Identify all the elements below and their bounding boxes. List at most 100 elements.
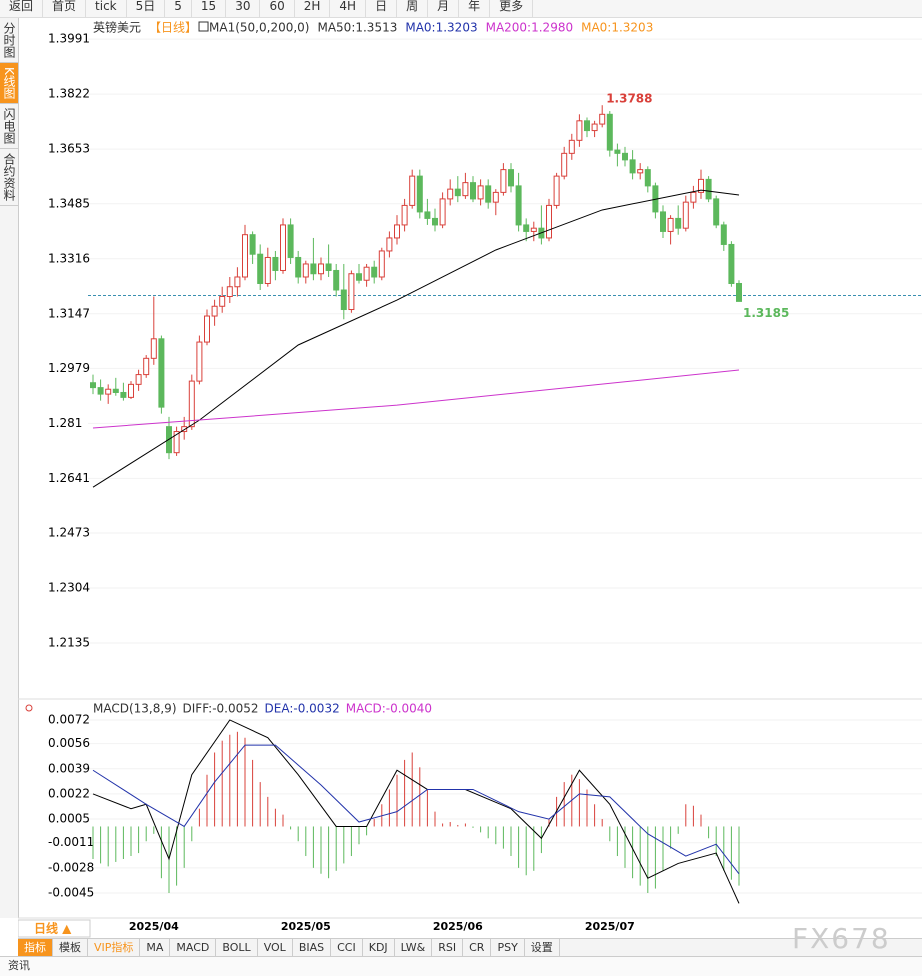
candle-body [667,217,674,232]
y-tick-label: 1.2979 [48,361,90,375]
indicator-tab[interactable]: 设置 [525,939,560,956]
toolbar-button[interactable]: 60 [260,0,295,17]
line-diff [92,719,740,904]
period-button-bg [18,919,91,938]
candle-body [295,256,302,278]
candle-body [363,266,370,281]
candle-body [698,178,704,193]
candle-body [439,198,446,226]
candle-body [158,338,165,408]
toolbar-button[interactable]: tick [86,0,127,17]
y-tick-label: 1.2304 [48,581,90,595]
indicator-tab[interactable]: 模板 [53,939,88,956]
candle-body [606,113,613,151]
side-tab[interactable]: 合约资料 [0,149,18,206]
watermark: FX678 [792,922,891,955]
candle-body [264,256,271,284]
candle-body [97,387,104,395]
candle-body [660,211,666,232]
toolbar-button[interactable]: 2H [295,0,331,17]
macd-tick-label: 0.0022 [48,786,90,800]
toolbar-button[interactable]: 30 [226,0,261,17]
toolbar-button[interactable]: 5日 [127,0,166,17]
toolbar-button[interactable]: 日 [366,0,398,17]
toolbar-button[interactable]: 4H [330,0,367,17]
candle-body [150,338,157,359]
indicator-tab[interactable]: BIAS [293,939,332,956]
candle-body [211,305,218,317]
candle-body [561,152,568,177]
candle-body [546,204,552,239]
candle-body [644,169,651,187]
side-tab[interactable]: K线图 [0,63,18,104]
candle-body [736,282,742,302]
indicator-tab[interactable]: KDJ [363,939,395,956]
y-tick-label: 1.2641 [48,471,90,485]
candle-body [508,169,514,187]
legend: MA0:1.3203 [581,21,653,35]
legend: 英镑美元 [93,20,141,35]
toolbar-button[interactable]: 5 [165,0,192,17]
macd-tick-label: 0.0056 [48,736,90,750]
line-dea [92,744,740,875]
side-tab[interactable]: 分时图 [0,18,18,63]
candle-body [181,426,188,433]
indicator-tab[interactable]: BOLL [216,939,258,956]
candle-body [386,237,393,252]
candle-body [242,234,248,278]
indicator-tab[interactable]: CR [463,939,492,956]
candle-body [356,273,362,281]
candle-body [553,175,560,206]
candle-body [690,191,697,203]
toolbar-button[interactable]: 首页 [43,0,87,17]
period-button[interactable]: 日线 ▲ [34,921,72,936]
indicator-tab[interactable]: CCI [331,939,363,956]
y-tick-label: 1.2473 [48,526,90,540]
candle-body [454,188,461,197]
legend: 【日线】 [149,21,197,35]
macd-tick-label: -0.0028 [48,860,94,874]
candle-body [622,152,628,161]
footer-tab[interactable]: 资讯 [8,959,30,972]
toolbar-button[interactable]: 更多 [490,0,534,17]
indicator-tab[interactable]: PSY [491,939,525,956]
candle-body [720,224,727,245]
macd-tick-label: 0.0072 [48,712,90,726]
candle-body [128,383,134,398]
macd-legend: DEA:-0.0032 [265,702,340,716]
candle-body [105,388,112,395]
candle-body [173,431,180,454]
toolbar-button[interactable]: 年 [459,0,491,17]
macd-legend: MACD:-0.0040 [346,702,432,716]
indicator-tab[interactable]: MA [140,939,171,956]
x-tick-label: 2025/06 [433,920,483,933]
footer: 资讯 [0,956,922,976]
indicator-tab[interactable]: LW& [395,939,433,956]
candle-body [470,182,476,200]
candle-body [401,204,408,226]
side-tab[interactable]: 闪电图 [0,104,18,149]
candle-body [280,224,286,271]
candle-body [325,263,332,271]
candle-body [257,253,264,284]
candle-body [599,113,606,125]
indicator-tab[interactable]: RSI [432,939,464,956]
candle-body [287,224,294,258]
indicator-tab[interactable]: 指标 [18,939,53,956]
candle-body [226,286,233,298]
candle-body [682,201,689,229]
candle-body [112,388,119,393]
indicator-tab[interactable]: MACD [170,939,217,956]
candle-body [485,185,492,203]
toolbar-button[interactable]: 15 [192,0,227,17]
toolbar-button[interactable]: 月 [428,0,460,17]
toolbar-button[interactable]: 返回 [0,0,44,17]
candle-body [340,289,347,311]
indicator-tab[interactable]: VOL [258,939,293,956]
indicator-tab[interactable]: VIP指标 [88,939,141,956]
line-ma200 [92,369,740,429]
candle-body [500,169,507,193]
toolbar-button[interactable]: 周 [397,0,429,17]
candle-body [637,169,644,174]
